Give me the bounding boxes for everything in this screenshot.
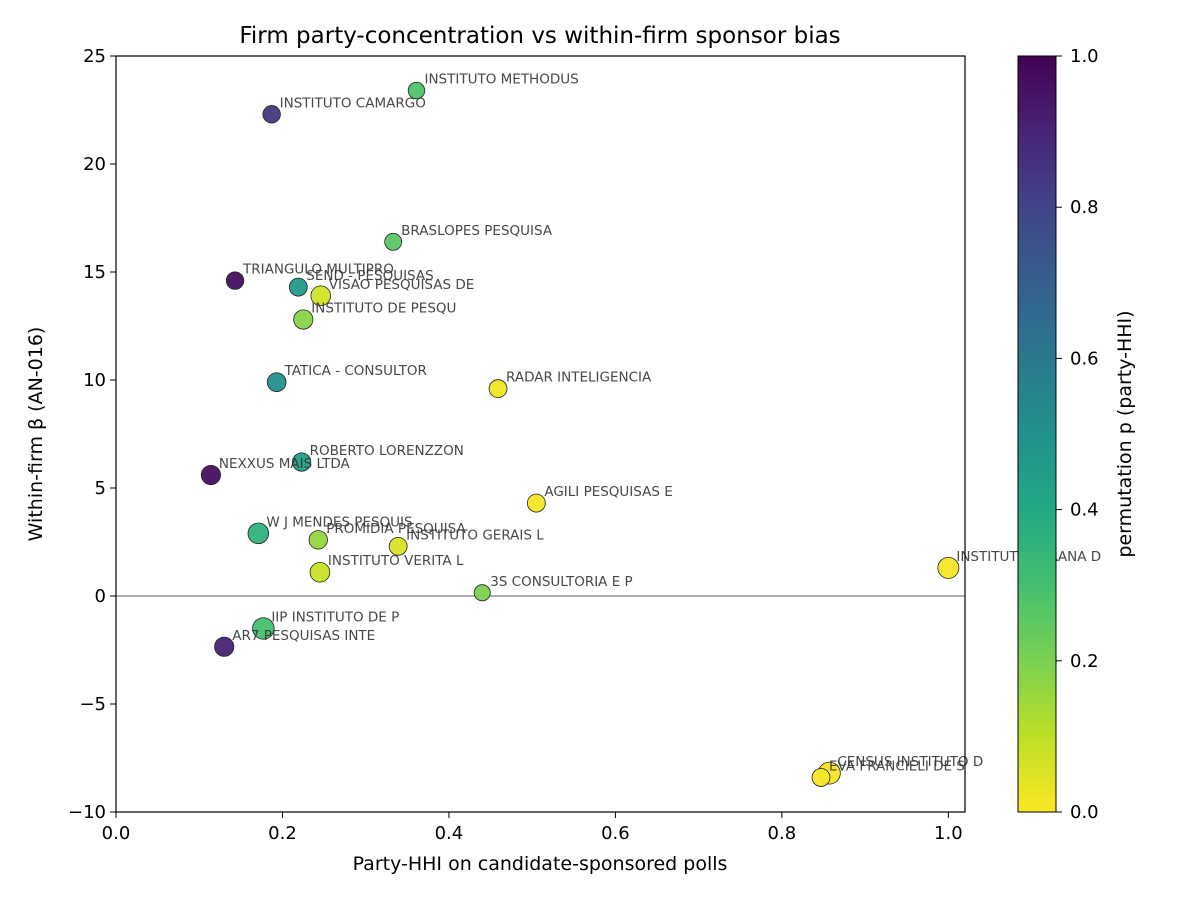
y-tick-label: 15 — [83, 262, 106, 283]
point-label: PROMIDIA PESQUISA — [326, 521, 466, 537]
scatter-point — [309, 561, 331, 583]
scatter-point — [384, 232, 403, 251]
point-label: VISAO PESQUISAS DE — [329, 277, 475, 293]
colorbar-tick-label: 1.0 — [1070, 46, 1099, 67]
point-label: INSTITUTO METHODUS — [424, 72, 578, 88]
point-label: 3S CONSULTORIA E P — [490, 574, 632, 590]
colorbar-tick-label: 0.0 — [1070, 802, 1099, 823]
colorbar-tick-label: 0.8 — [1070, 197, 1099, 218]
point-label: W J MENDES PESQUIS — [266, 514, 412, 530]
scatter-point — [937, 556, 960, 579]
scatter-point — [252, 617, 275, 640]
scatter-point — [526, 493, 546, 513]
scatter-point — [262, 105, 281, 124]
y-tick-label: −5 — [79, 694, 106, 715]
x-tick-label: 0.6 — [601, 823, 630, 844]
scatter-point — [308, 530, 328, 550]
scatter-point — [293, 309, 314, 330]
y-tick-label: 25 — [83, 46, 106, 67]
x-tick-label: 0.0 — [102, 823, 131, 844]
x-tick-label: 0.2 — [268, 823, 297, 844]
point-label: IIP INSTITUTO DE P — [271, 609, 399, 625]
scatter-point — [811, 768, 831, 787]
colorbar-tick-label: 0.6 — [1070, 348, 1099, 369]
point-label: ROBERTO LORENZZON — [310, 443, 464, 459]
scatter-point — [292, 452, 312, 472]
x-tick-label: 1.0 — [934, 823, 963, 844]
x-axis-label: Party-HHI on candidate-sponsored polls — [353, 853, 728, 875]
point-label: RADAR INTELIGENCIA — [506, 370, 652, 386]
point-label: AR7 PESQUISAS INTE — [232, 628, 375, 644]
scatter-point — [266, 372, 287, 392]
x-tick-label: 0.4 — [435, 823, 464, 844]
y-tick-label: 20 — [83, 154, 106, 175]
point-label: INSTITUTO DE PESQU — [311, 301, 456, 317]
point-label: BRASLOPES PESQUISA — [401, 223, 553, 239]
scatter-point — [473, 584, 491, 602]
y-tick-label: 5 — [95, 478, 106, 499]
chart-title: Firm party-concentration vs within-firm … — [239, 23, 840, 49]
scatter-point — [225, 271, 245, 290]
scatter-point — [247, 522, 270, 545]
point-label: NEXXUS MAIS LTDA — [219, 456, 351, 472]
colorbar — [1017, 55, 1057, 813]
colorbar-tick-label: 0.4 — [1070, 500, 1099, 521]
y-tick-label: 10 — [83, 370, 106, 391]
scatter-point — [388, 536, 408, 556]
colorbar-tick-label: 0.2 — [1070, 651, 1099, 672]
scatter-point — [407, 81, 426, 100]
point-label: TATICA - CONSULTOR — [284, 363, 427, 379]
scatter-point — [288, 277, 308, 297]
scatter-point — [310, 285, 332, 307]
scatter-point — [200, 464, 221, 486]
scatter-point — [214, 636, 235, 657]
point-label: INSTITUTO CAMARGO — [280, 95, 426, 111]
point-label: CENSUS INSTITUTO D — [837, 754, 983, 770]
colorbar-label: permutation p (party-HHI) — [1114, 310, 1136, 557]
point-label: INSTITUTO GERAIS L — [406, 527, 544, 543]
point-label: SEND - PESQUISAS — [306, 268, 433, 284]
point-label: EVA FRANCIELI DE S — [829, 758, 965, 774]
plot-frame — [115, 55, 966, 813]
y-tick-label: 0 — [95, 586, 106, 607]
point-label: TRIANGULO MULTIPRO — [242, 262, 394, 278]
x-tick-label: 0.8 — [768, 823, 797, 844]
scatter-point — [488, 379, 508, 399]
point-label: AGILI PESQUISAS E — [544, 484, 672, 500]
y-axis-label: Within-firm β (AN-016) — [25, 327, 47, 542]
point-label: INSTITUTO VERITA L — [328, 553, 464, 569]
y-tick-label: −10 — [68, 802, 106, 823]
